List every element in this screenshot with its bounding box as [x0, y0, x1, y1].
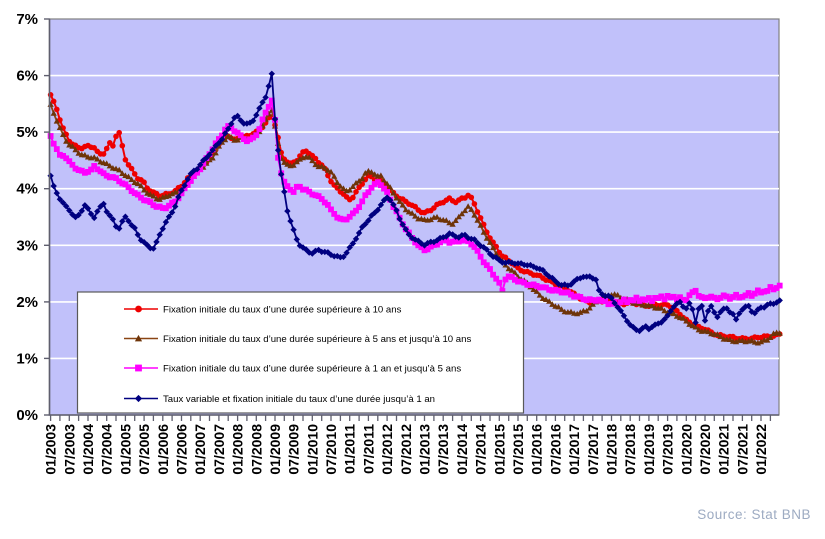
svg-text:01/2009: 01/2009: [267, 424, 283, 475]
svg-text:07/2015: 07/2015: [510, 424, 526, 475]
svg-text:07/2013: 07/2013: [435, 424, 451, 475]
svg-text:01/2010: 01/2010: [304, 424, 320, 475]
svg-text:01/2006: 01/2006: [155, 424, 171, 475]
svg-text:07/2006: 07/2006: [174, 424, 190, 475]
svg-text:01/2015: 01/2015: [491, 424, 507, 475]
svg-text:07/2010: 07/2010: [323, 424, 339, 475]
svg-text:01/2018: 01/2018: [604, 424, 620, 475]
svg-text:4%: 4%: [16, 181, 38, 198]
svg-text:2%: 2%: [16, 294, 38, 311]
svg-text:01/2003: 01/2003: [43, 424, 59, 475]
svg-text:01/2016: 01/2016: [529, 424, 545, 475]
svg-text:01/2007: 01/2007: [192, 424, 208, 475]
svg-text:07/2008: 07/2008: [248, 424, 264, 475]
svg-text:01/2021: 01/2021: [716, 424, 732, 475]
svg-text:01/2020: 01/2020: [678, 424, 694, 475]
svg-text:07/2003: 07/2003: [61, 424, 77, 475]
svg-text:3%: 3%: [16, 237, 38, 254]
svg-text:Taux variable et fixation init: Taux variable et fixation initiale du ta…: [163, 394, 435, 405]
svg-text:0%: 0%: [16, 407, 38, 424]
svg-text:Fixation initiale du taux d’un: Fixation initiale du taux d’une durée su…: [163, 304, 402, 315]
svg-text:Fixation initiale du taux d’un: Fixation initiale du taux d’une durée su…: [163, 363, 461, 374]
svg-text:07/2018: 07/2018: [622, 424, 638, 475]
svg-text:07/2014: 07/2014: [473, 424, 489, 475]
svg-text:01/2012: 01/2012: [379, 424, 395, 475]
svg-text:5%: 5%: [16, 124, 38, 141]
svg-text:07/2011: 07/2011: [360, 424, 376, 474]
svg-text:01/2019: 01/2019: [641, 424, 657, 475]
svg-text:07/2019: 07/2019: [660, 424, 676, 475]
svg-text:07/2004: 07/2004: [99, 424, 115, 475]
svg-text:01/2005: 01/2005: [117, 424, 133, 475]
svg-text:07/2021: 07/2021: [734, 424, 750, 475]
svg-text:07/2012: 07/2012: [398, 424, 414, 475]
svg-text:07/2007: 07/2007: [211, 424, 227, 475]
svg-text:Source: Stat BNB: Source: Stat BNB: [697, 507, 811, 522]
svg-text:07/2020: 07/2020: [697, 424, 713, 475]
svg-text:07/2005: 07/2005: [136, 424, 152, 475]
svg-text:01/2008: 01/2008: [230, 424, 246, 475]
svg-text:01/2017: 01/2017: [566, 424, 582, 475]
svg-text:01/2014: 01/2014: [454, 424, 470, 475]
svg-text:01/2022: 01/2022: [753, 424, 769, 475]
svg-text:01/2004: 01/2004: [80, 424, 96, 475]
svg-text:07/2009: 07/2009: [286, 424, 302, 475]
svg-text:07/2017: 07/2017: [585, 424, 601, 475]
svg-text:6%: 6%: [16, 68, 38, 85]
svg-text:7%: 7%: [16, 11, 38, 28]
svg-text:Fixation initiale du taux d’un: Fixation initiale du taux d’une durée su…: [163, 334, 471, 345]
svg-text:01/2011: 01/2011: [342, 424, 358, 474]
svg-text:07/2016: 07/2016: [547, 424, 563, 475]
svg-text:1%: 1%: [16, 350, 38, 367]
svg-text:01/2013: 01/2013: [417, 424, 433, 475]
